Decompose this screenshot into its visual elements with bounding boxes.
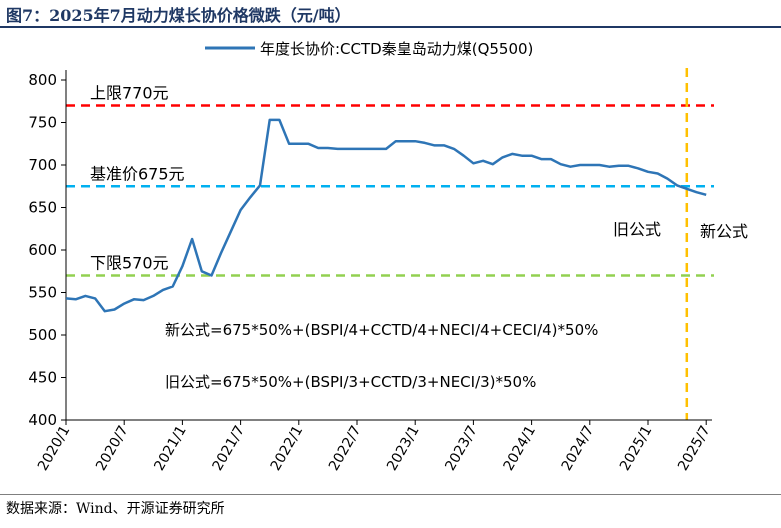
chart-legend: 年度长协价:CCTD秦皇岛动力煤(Q5500) bbox=[205, 40, 533, 58]
x-tick-label: 2023/7 bbox=[442, 423, 480, 474]
x-tick-label: 2024/7 bbox=[559, 423, 597, 474]
y-tick-label: 450 bbox=[28, 369, 57, 387]
series-line bbox=[65, 118, 707, 313]
y-tick-label: 700 bbox=[28, 156, 57, 174]
reference-line-label: 基准价675元 bbox=[90, 164, 185, 183]
annotation-new-region: 新公式 bbox=[700, 222, 748, 241]
y-tick-label: 650 bbox=[28, 199, 57, 217]
x-tick-label: 2021/1 bbox=[151, 423, 189, 474]
annotation-old-formula: 旧公式=675*50%+(BSPI/3+CCTD/3+NECI/3)*50% bbox=[165, 373, 536, 391]
line-chart: 年度长协价:CCTD秦皇岛动力煤(Q5500) 上限770元基准价675元下限5… bbox=[28, 40, 748, 474]
source-divider bbox=[0, 494, 781, 495]
y-tick-label: 750 bbox=[28, 114, 57, 132]
x-tick-label: 2024/1 bbox=[501, 423, 539, 474]
reference-line-label: 下限570元 bbox=[90, 254, 169, 273]
y-tick-label: 800 bbox=[28, 71, 57, 89]
x-tick-label: 2022/7 bbox=[326, 423, 364, 474]
title-divider bbox=[0, 26, 781, 28]
x-tick-label: 2020/7 bbox=[93, 423, 131, 474]
x-tick-label: 2023/1 bbox=[384, 423, 422, 474]
figure-title: 图7：2025年7月动力煤长协价格微跌（元/吨） bbox=[6, 6, 351, 25]
annotation-new-formula: 新公式=675*50%+(BSPI/4+CCTD/4+NECI/4+CECI/4… bbox=[165, 321, 598, 339]
x-tick-label: 2025/1 bbox=[617, 423, 655, 474]
legend-label: 年度长协价:CCTD秦皇岛动力煤(Q5500) bbox=[260, 40, 533, 58]
y-tick-label: 400 bbox=[28, 411, 57, 429]
y-tick-label: 550 bbox=[28, 284, 57, 302]
x-tick-label: 2025/7 bbox=[675, 423, 713, 474]
annotation-old-region: 旧公式 bbox=[613, 220, 661, 239]
reference-line-label: 上限770元 bbox=[90, 84, 169, 103]
y-tick-label: 600 bbox=[28, 241, 57, 259]
x-tick-label: 2021/7 bbox=[210, 423, 248, 474]
chart-annotations: 旧公式 新公式 新公式=675*50%+(BSPI/4+CCTD/4+NECI/… bbox=[165, 220, 748, 391]
source-note: 数据来源：Wind、开源证券研究所 bbox=[6, 501, 225, 517]
x-tick-label: 2022/1 bbox=[268, 423, 306, 474]
y-tick-label: 500 bbox=[28, 326, 57, 344]
x-tick-label: 2020/1 bbox=[35, 423, 73, 474]
